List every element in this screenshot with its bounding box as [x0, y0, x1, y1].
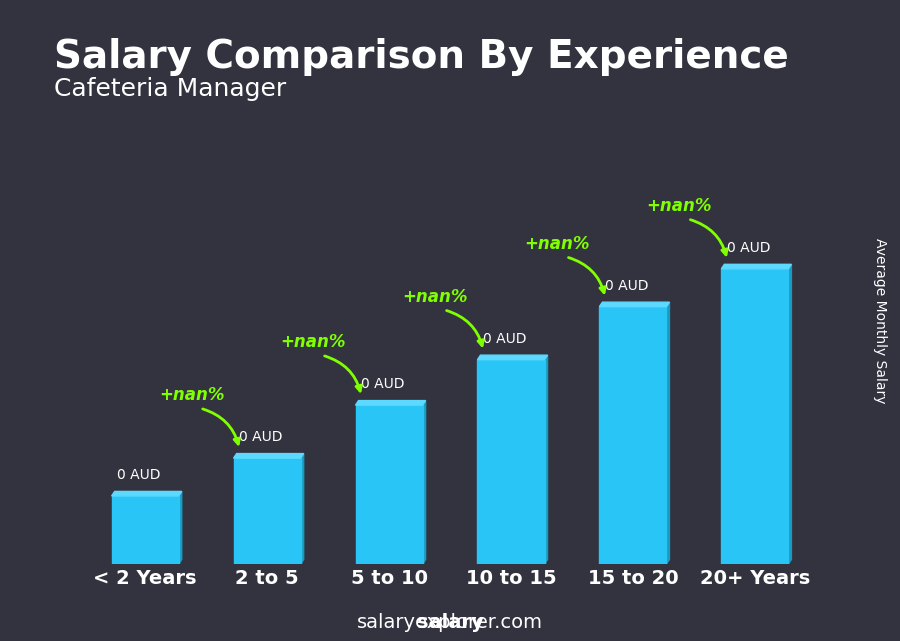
Polygon shape — [477, 355, 547, 360]
Text: 0 AUD: 0 AUD — [239, 430, 283, 444]
Polygon shape — [179, 492, 182, 564]
Polygon shape — [788, 264, 791, 564]
Text: 0 AUD: 0 AUD — [483, 331, 526, 345]
Text: 0 AUD: 0 AUD — [361, 377, 405, 391]
Text: +nan%: +nan% — [281, 333, 346, 351]
Text: Average Monthly Salary: Average Monthly Salary — [873, 238, 887, 403]
Polygon shape — [666, 302, 670, 564]
Text: salaryexplorer.com: salaryexplorer.com — [357, 613, 543, 632]
Polygon shape — [721, 264, 791, 269]
Polygon shape — [301, 454, 303, 564]
Text: +nan%: +nan% — [402, 288, 468, 306]
Bar — [599, 306, 666, 564]
Bar — [477, 360, 544, 564]
Polygon shape — [112, 492, 182, 496]
Polygon shape — [423, 401, 426, 564]
Bar — [356, 405, 423, 564]
Bar — [721, 269, 788, 564]
Polygon shape — [544, 355, 547, 564]
Polygon shape — [599, 302, 670, 306]
Text: 0 AUD: 0 AUD — [605, 279, 649, 293]
Text: +nan%: +nan% — [525, 235, 590, 253]
Bar — [234, 458, 301, 564]
Text: 0 AUD: 0 AUD — [117, 468, 161, 482]
Polygon shape — [234, 454, 303, 458]
Bar — [112, 496, 179, 564]
Text: salary: salary — [417, 613, 483, 632]
Polygon shape — [356, 401, 426, 405]
Text: 0 AUD: 0 AUD — [727, 241, 770, 255]
Text: +nan%: +nan% — [158, 387, 224, 404]
Text: Salary Comparison By Experience: Salary Comparison By Experience — [54, 38, 788, 76]
Text: +nan%: +nan% — [646, 197, 712, 215]
Text: Cafeteria Manager: Cafeteria Manager — [54, 77, 286, 101]
